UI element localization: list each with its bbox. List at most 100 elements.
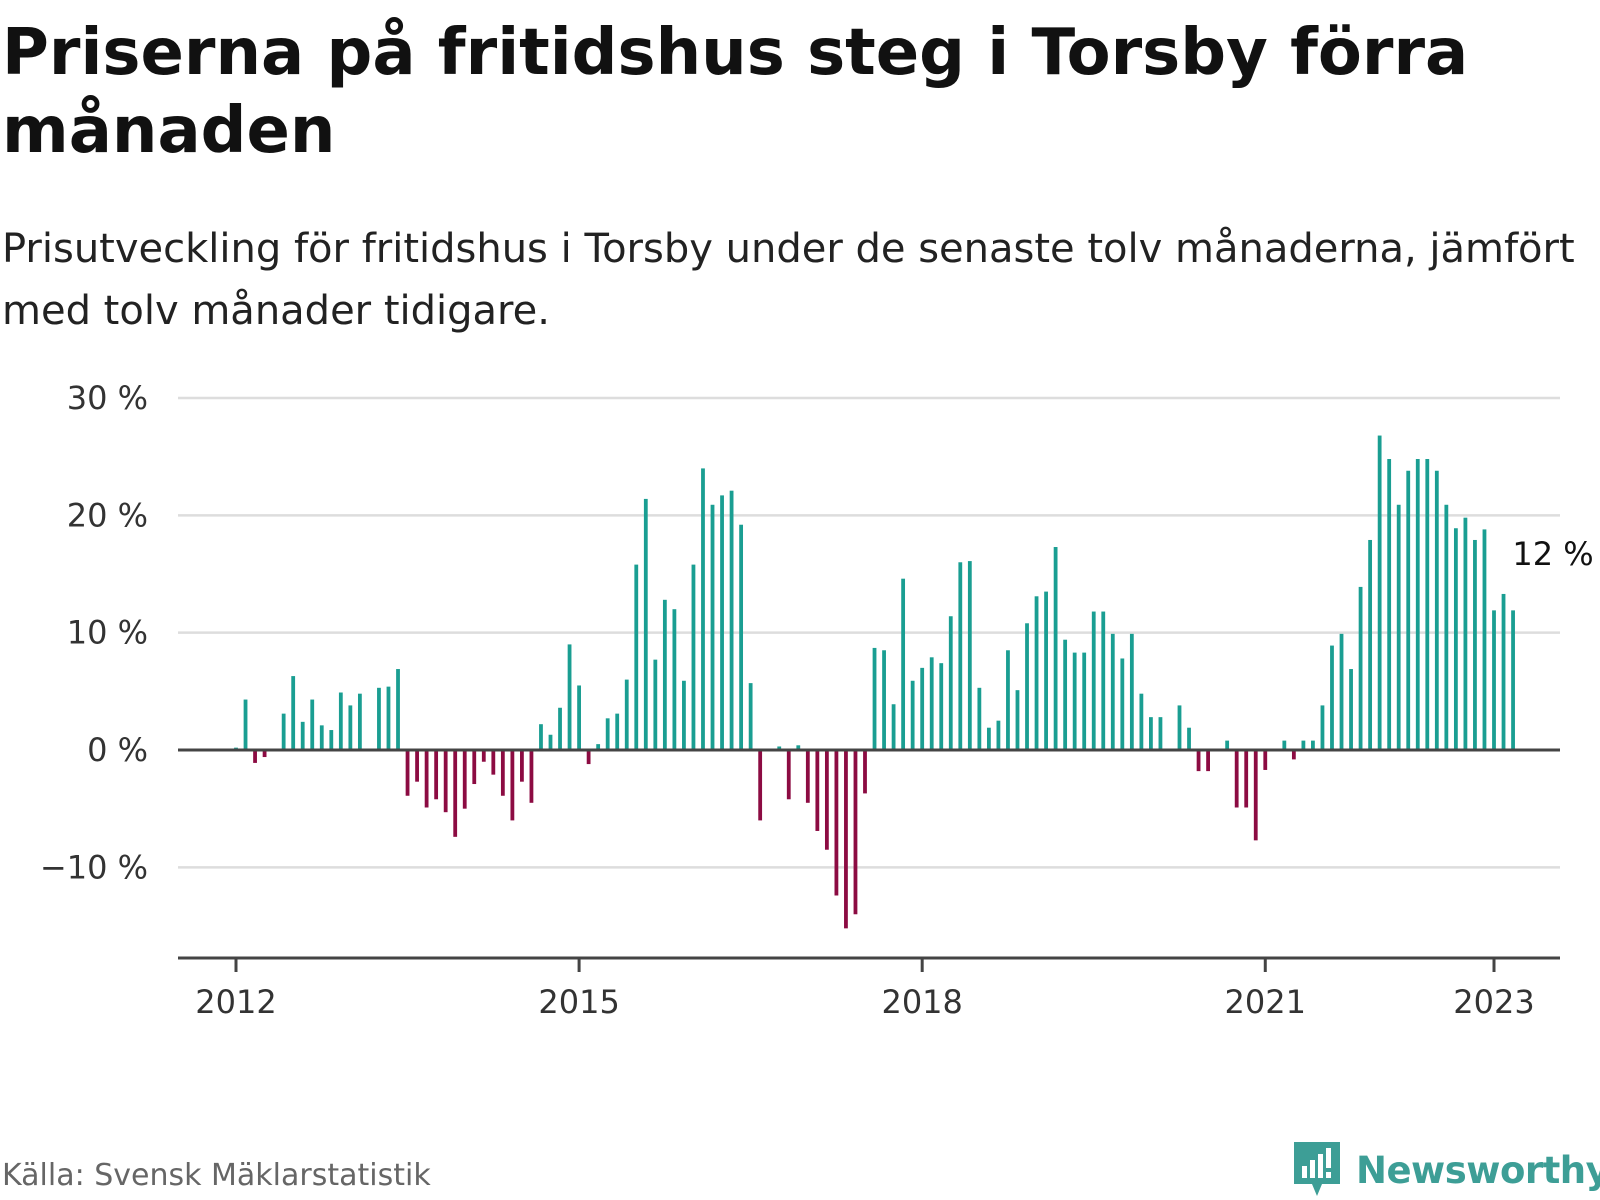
bar [1177,705,1182,750]
bar [1444,504,1449,750]
bar [605,718,610,750]
axes [178,748,1560,972]
bar [1415,459,1420,750]
bar [491,750,496,775]
bar [863,750,867,794]
bar [777,746,782,750]
bar [758,750,763,821]
bar [1406,470,1411,750]
bar [815,750,820,831]
bar [891,704,896,750]
bar [1492,610,1496,750]
bar [577,685,581,750]
labels: 30 % 20 % 10 % 0 % −10 % 2012 2015 2018 2021 2023… [40,379,1597,1021]
bar [1311,740,1315,750]
bar [472,750,477,785]
bar [253,750,257,763]
bar [1091,611,1096,750]
bar [281,713,286,750]
bar [1301,740,1306,750]
bar [1349,669,1353,750]
bar [1291,750,1296,760]
chart-subtitle: Prisutveckling för fritidshus i Torsby u… [2,226,1575,334]
bar [901,578,906,750]
brand: Newsworthy [1292,1140,1600,1200]
bar [462,750,467,809]
bar [1473,539,1477,750]
bar [920,667,925,750]
bar [1453,528,1458,750]
bar [929,657,934,750]
bar [1082,652,1087,750]
x-tick-label: 2018 [881,983,962,1021]
bar [634,564,639,750]
bar [1263,750,1268,770]
bar [824,750,829,850]
x-tick-label: 2012 [195,983,276,1021]
bar [500,750,505,796]
bar [720,495,724,750]
bar [1129,633,1134,750]
bar [520,750,524,782]
bar [967,561,972,750]
bar [853,750,858,915]
bar [1501,593,1506,750]
bar [910,680,915,750]
bar [682,680,686,750]
y-tick-label: 10 % [67,614,148,652]
bar [834,750,839,896]
bar [662,599,667,750]
bar [586,750,591,765]
bar [1196,750,1201,772]
bar [1225,740,1230,750]
bar [539,724,543,750]
bar [786,750,791,800]
bar [1434,470,1439,750]
bar [691,564,696,750]
bar [329,730,334,750]
bars [234,435,1515,929]
bar [939,663,944,750]
x-tick-label: 2023 [1453,983,1534,1021]
y-tick-label: 20 % [67,496,148,534]
bar [1253,750,1258,841]
bar [1396,504,1401,750]
bar [377,687,381,750]
bar [1387,459,1392,750]
bar [653,659,658,750]
bar [1320,705,1325,750]
bar [1234,750,1239,808]
x-tick-label: 2021 [1225,983,1306,1021]
bar [1006,650,1010,750]
bar [948,616,953,750]
bar [872,647,877,750]
bar [434,750,439,800]
bar [386,686,391,750]
bar [739,524,744,750]
bar [548,734,553,750]
bar [1511,610,1515,750]
bar [510,750,515,821]
y-tick-label: 0 % [87,731,148,769]
bar [443,750,448,813]
bar [1244,750,1249,808]
bar [1139,693,1144,750]
bar [396,669,400,750]
bar [291,676,296,750]
bar [1158,717,1163,750]
bar [805,750,810,803]
bar [1425,459,1430,750]
bar [567,644,572,750]
bar [310,699,315,750]
y-tick-label: 30 % [67,379,148,417]
bar [1358,586,1363,750]
bar [529,750,534,803]
bar [405,750,410,796]
bar [1149,717,1153,750]
bar [1063,639,1068,750]
bar [624,679,629,750]
bar [424,750,429,808]
bar [1330,645,1334,750]
bar [1339,633,1344,750]
bar [262,750,267,758]
